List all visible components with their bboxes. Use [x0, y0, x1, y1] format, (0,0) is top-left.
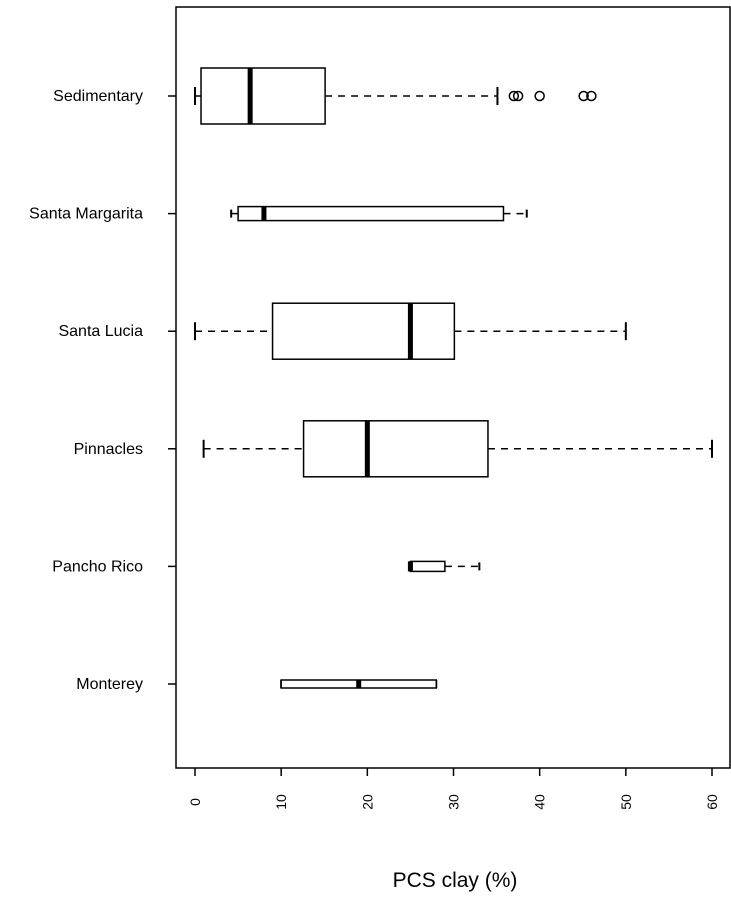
box-santa-margarita [237, 205, 505, 222]
box-santa-lucia [271, 302, 456, 360]
x-tick-label-10: 10 [273, 794, 289, 810]
y-tick-label-pinnacles: Pinnacles [74, 441, 143, 458]
y-tick-label-monterey: Monterey [76, 676, 143, 693]
x-tick-label-0: 0 [187, 798, 203, 806]
box-pancho-rico [409, 560, 446, 573]
outlier-sedimentary-1 [512, 90, 524, 102]
outlier-sedimentary-2 [534, 90, 545, 102]
box-group-monterey [280, 679, 438, 689]
x-tick-label-50: 50 [618, 794, 634, 810]
x-tick-label-20: 20 [359, 794, 375, 810]
y-tick-label-santa-lucia: Santa Lucia [58, 323, 143, 340]
y-tick-label-sedimentary: Sedimentary [53, 88, 143, 105]
x-tick-label-30: 30 [446, 794, 462, 810]
box-group-sedimentary [194, 67, 597, 125]
box-group-santa-margarita [230, 205, 528, 222]
x-tick-label-40: 40 [532, 794, 548, 810]
outlier-sedimentary-0 [508, 90, 520, 102]
box-sedimentary [200, 67, 326, 125]
box-group-santa-lucia [194, 302, 627, 360]
box-group-pancho-rico [407, 560, 481, 573]
outlier-sedimentary-3 [578, 90, 589, 102]
box-pinnacles [302, 420, 489, 478]
box-group-pinnacles [202, 420, 713, 478]
x-tick-label-60: 60 [704, 794, 720, 810]
y-tick-label-pancho-rico: Pancho Rico [52, 558, 143, 575]
outlier-sedimentary-4 [586, 90, 597, 102]
y-tick-label-santa-margarita: Santa Margarita [29, 206, 143, 223]
x-axis-title: PCS clay (%) [393, 869, 518, 892]
y-axis: Sedimentary Santa Margarita Santa Lucia Pin… [29, 88, 176, 693]
x-axis: 0 10 20 30 40 50 60 [187, 768, 720, 810]
boxes-layer [194, 67, 713, 689]
